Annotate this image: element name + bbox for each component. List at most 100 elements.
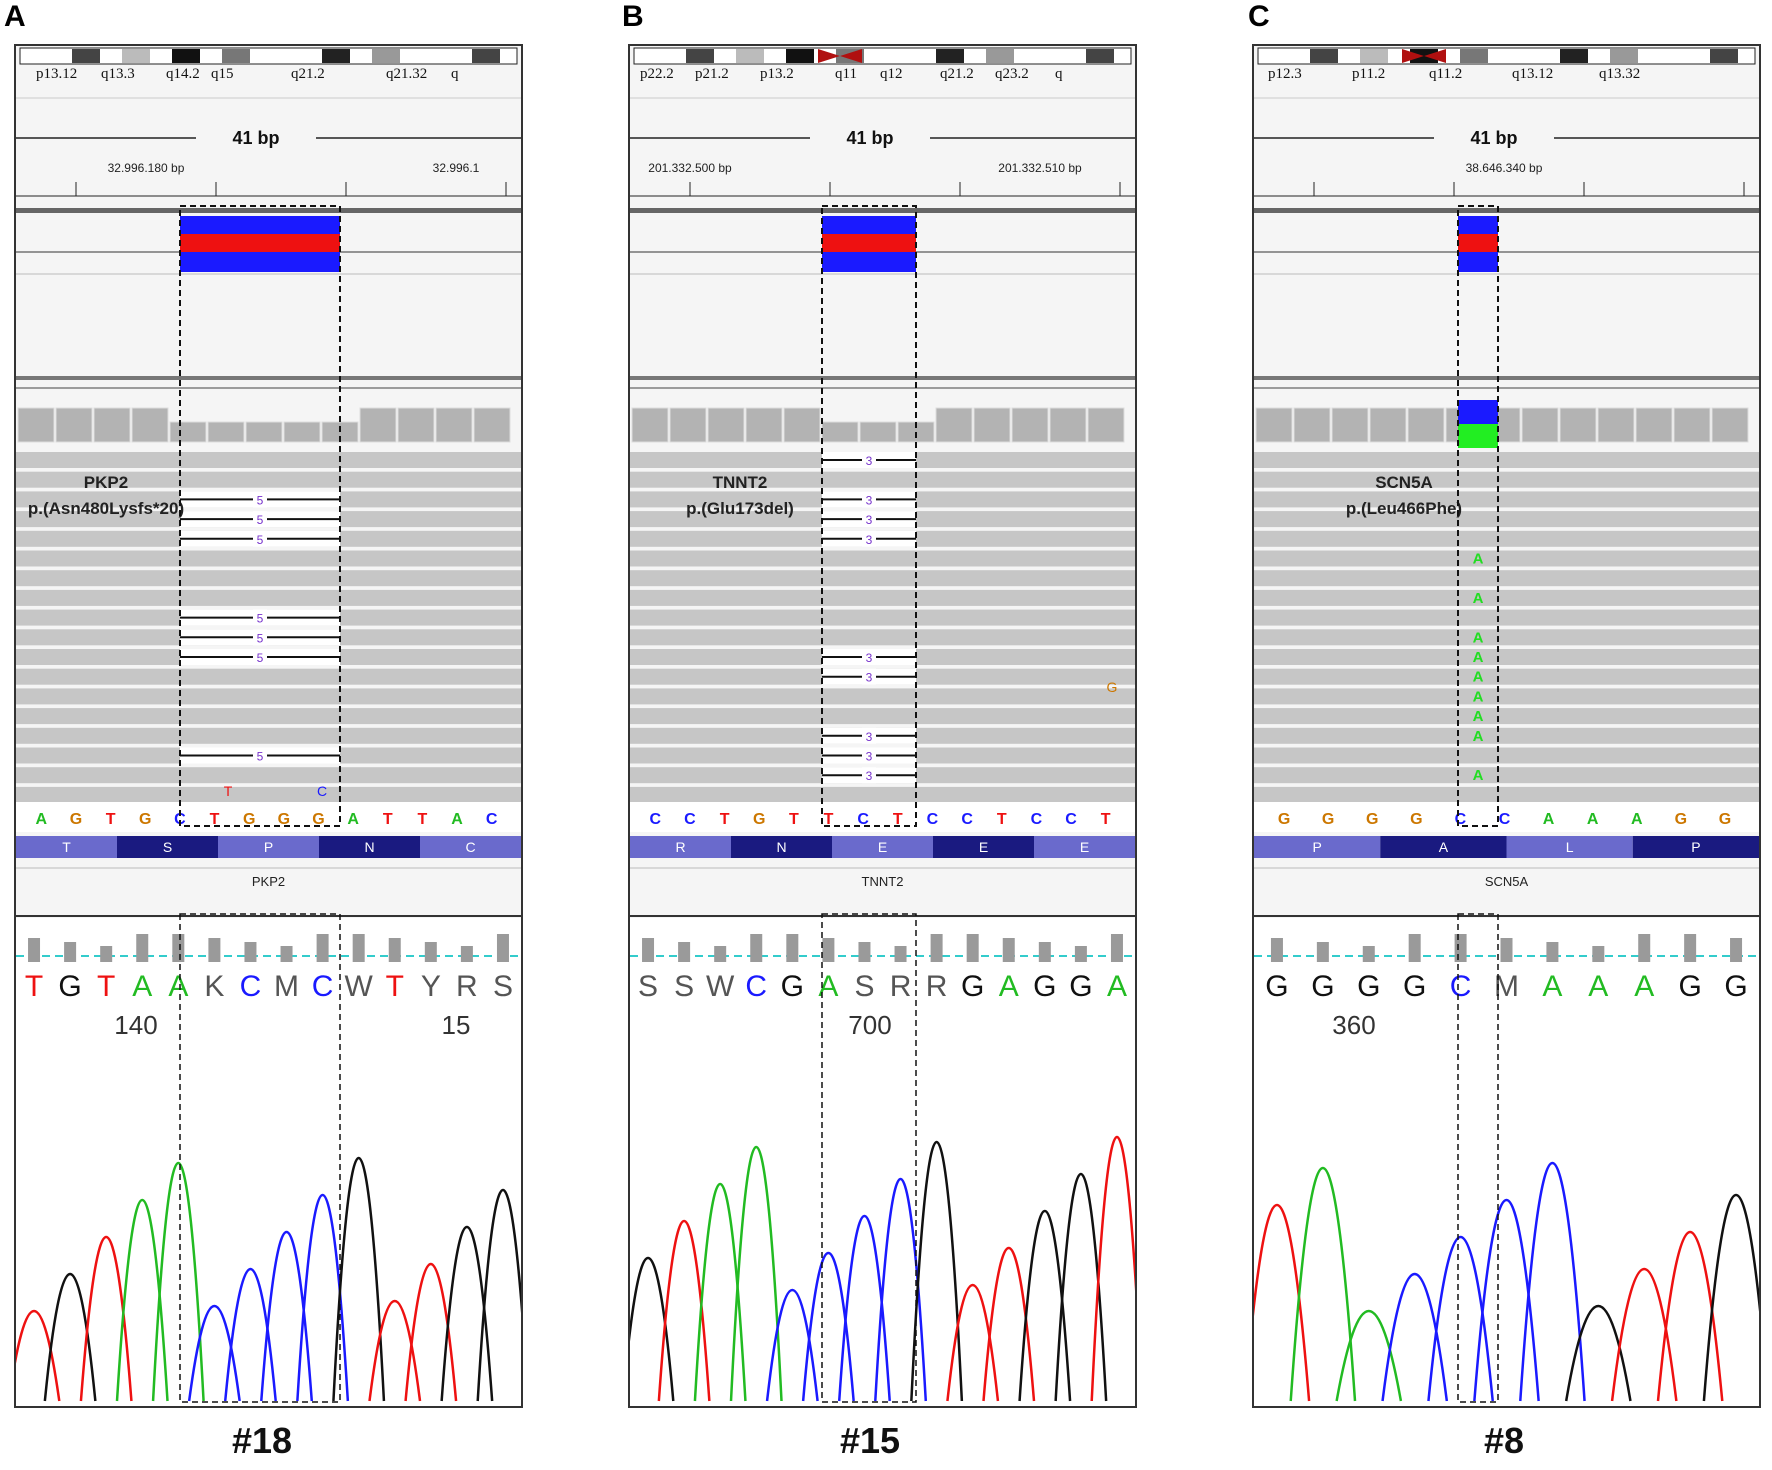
reference-base: T bbox=[789, 811, 799, 828]
cytoband bbox=[1560, 49, 1588, 63]
quality-bar bbox=[1270, 938, 1283, 962]
coverage-bar bbox=[245, 421, 283, 443]
coordinate-label: 32.996.1 bbox=[433, 161, 480, 175]
amino-acid-block bbox=[1506, 836, 1633, 858]
amino-acid-label: P bbox=[1312, 839, 1321, 855]
igv-view-b: p22.2 p21.2 p13.2 q11 q12 q21.2 q23.2 q 41 bp 201… bbox=[630, 47, 1135, 1406]
amino-acid-block bbox=[933, 836, 1034, 858]
quality-bar bbox=[750, 934, 763, 962]
patient-id-c: #8 bbox=[1483, 1420, 1525, 1461]
cytoband-label: p22.2 bbox=[640, 66, 674, 82]
centromere-mark bbox=[818, 49, 862, 63]
track-separator bbox=[16, 208, 521, 213]
aligned-read bbox=[1254, 649, 1759, 665]
chromatogram-peak bbox=[368, 1300, 422, 1402]
coverage-bar bbox=[283, 421, 321, 443]
reference-base: T bbox=[997, 811, 1007, 828]
quality-bar bbox=[352, 934, 365, 962]
sanger-base-call: A bbox=[1634, 970, 1654, 1003]
aligned-read bbox=[1254, 609, 1759, 626]
aligned-read bbox=[16, 708, 521, 725]
sanger-highlight-box bbox=[1457, 913, 1499, 1403]
panel-label-c: C bbox=[1248, 0, 1270, 33]
variant-gene: TNNT2 bbox=[713, 473, 768, 492]
amino-acid-block bbox=[319, 836, 420, 858]
chromatogram-peak bbox=[223, 1267, 277, 1402]
deletion-count-bg bbox=[253, 530, 267, 547]
aligned-read bbox=[16, 767, 521, 784]
chromatogram-peak bbox=[476, 1189, 521, 1402]
amino-acid-label: S bbox=[163, 839, 172, 855]
sanger-base-call: C bbox=[312, 970, 334, 1003]
cytoband-label: q13.12 bbox=[1512, 66, 1553, 82]
track-separator bbox=[16, 376, 521, 380]
chromatogram-peak bbox=[1054, 1173, 1108, 1402]
aligned-read bbox=[1254, 570, 1759, 587]
reference-base: G bbox=[1719, 811, 1731, 828]
allele-fraction-ref bbox=[1458, 400, 1498, 424]
coverage-bar bbox=[1407, 407, 1445, 443]
sanger-base-call: S bbox=[854, 970, 874, 1003]
cytoband bbox=[22, 49, 50, 63]
coverage-bar bbox=[1559, 407, 1597, 443]
aligned-read bbox=[16, 570, 521, 587]
coverage-bar bbox=[17, 407, 55, 443]
ruler-label-bg bbox=[1434, 126, 1554, 150]
chromatogram-peak bbox=[187, 1305, 241, 1402]
reference-base: C bbox=[174, 811, 186, 828]
quality-bar bbox=[1592, 946, 1605, 962]
deletion-length: 3 bbox=[866, 671, 873, 685]
coverage-bar bbox=[1711, 407, 1749, 443]
reference-base: G bbox=[1322, 811, 1334, 828]
quality-bar bbox=[714, 946, 727, 962]
alt-allele-base: A bbox=[1473, 669, 1484, 686]
quality-bar bbox=[1110, 934, 1123, 962]
quality-bar bbox=[786, 934, 799, 962]
amino-acid-label: P bbox=[264, 839, 273, 855]
coverage-bar bbox=[1087, 407, 1125, 443]
aligned-read bbox=[1254, 786, 1759, 803]
coverage-bar bbox=[473, 407, 511, 443]
quality-bar bbox=[424, 942, 437, 962]
quality-bar bbox=[678, 942, 691, 962]
aligned-read bbox=[630, 786, 1135, 803]
deletion-length: 3 bbox=[866, 651, 873, 665]
deletion-length: 5 bbox=[257, 493, 264, 507]
quality-bar bbox=[64, 942, 77, 962]
sanger-base-call: S bbox=[638, 970, 658, 1003]
ruler-span: 41 bp bbox=[1470, 128, 1517, 148]
chromatogram-peak bbox=[1564, 1305, 1632, 1402]
deletion-length: 5 bbox=[257, 651, 264, 665]
cytoband-label: q bbox=[451, 66, 459, 82]
quality-bar bbox=[822, 938, 835, 962]
cytoband bbox=[322, 49, 350, 63]
aligned-read bbox=[1254, 767, 1759, 784]
coverage-bar bbox=[1049, 407, 1087, 443]
quality-bar bbox=[28, 938, 41, 962]
quality-bar bbox=[496, 934, 509, 962]
coverage-bar bbox=[1011, 407, 1049, 443]
aligned-read bbox=[1254, 708, 1759, 725]
chromatogram-peak bbox=[729, 1146, 783, 1402]
cytoband-label: q11.2 bbox=[1429, 66, 1462, 82]
deletion-length: 3 bbox=[866, 730, 873, 744]
deletion-count-bg bbox=[253, 747, 267, 764]
alt-allele-base: A bbox=[1473, 728, 1484, 745]
coverage-bar bbox=[935, 407, 973, 443]
centromere-mark bbox=[1402, 49, 1446, 63]
cytoband-label: q14.2 bbox=[166, 66, 200, 82]
amino-acid-label: A bbox=[1439, 839, 1449, 855]
cytoband-label: q21.32 bbox=[386, 66, 427, 82]
sanger-base-call: Y bbox=[421, 970, 441, 1003]
quality-bar bbox=[1638, 934, 1651, 962]
cytoband-label: p13.2 bbox=[760, 66, 794, 82]
reference-base: T bbox=[824, 811, 834, 828]
gene-track-label: PKP2 bbox=[252, 874, 285, 889]
cytoband bbox=[886, 49, 914, 63]
cytoband-label: p12.3 bbox=[1268, 66, 1302, 82]
quality-bar bbox=[1074, 946, 1087, 962]
chromatogram-peak bbox=[115, 1198, 169, 1402]
sanger-base-call: G bbox=[1069, 970, 1092, 1003]
reference-base: G bbox=[753, 811, 765, 828]
patient-id-a: #18 bbox=[231, 1420, 293, 1461]
